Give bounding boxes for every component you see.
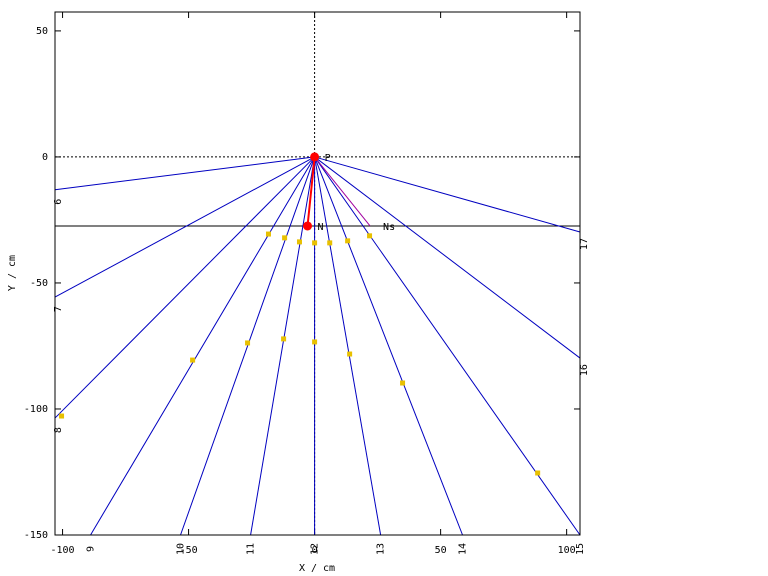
ray — [250, 156, 316, 536]
ray-label: 14 — [458, 543, 469, 555]
point — [312, 240, 318, 246]
y-tick-label: -150 — [24, 530, 48, 541]
x-tick-label: 100 — [558, 545, 576, 556]
ray — [54, 156, 315, 419]
ray — [314, 156, 581, 359]
marker-label: N — [318, 222, 324, 233]
x-axis-label: X / cm — [299, 563, 335, 574]
point — [327, 240, 333, 246]
ray-label: 7 — [53, 306, 64, 312]
point — [535, 470, 541, 476]
point — [345, 238, 351, 244]
ray — [314, 156, 382, 536]
point — [281, 336, 287, 342]
x-tick-label: 0 — [312, 545, 318, 556]
ray-label: 9 — [86, 546, 97, 552]
point — [312, 339, 318, 345]
ray-label: 13 — [376, 543, 387, 555]
point — [190, 357, 196, 363]
ray-label: 16 — [579, 364, 590, 376]
point — [296, 239, 302, 245]
ray-label: 10 — [176, 543, 187, 555]
ray-label: 12 — [310, 543, 321, 555]
y-tick-label: -100 — [24, 404, 48, 415]
marker — [310, 152, 320, 162]
point — [282, 235, 288, 241]
x-tick-label: 50 — [435, 545, 447, 556]
ray-label: 17 — [579, 238, 590, 250]
y-tick-label: 50 — [36, 26, 48, 37]
ray — [180, 156, 316, 536]
plot-frame — [54, 11, 581, 536]
ray-label: 6 — [53, 199, 64, 205]
point — [367, 233, 373, 239]
ray-label: 8 — [53, 427, 64, 433]
ray — [314, 156, 581, 536]
ray-label: 15 — [575, 543, 586, 555]
point — [245, 340, 251, 346]
ns-line — [314, 156, 371, 227]
point — [59, 413, 65, 419]
ray — [54, 156, 315, 191]
point — [347, 351, 353, 357]
ray — [314, 156, 581, 233]
y-tick-label: -50 — [30, 278, 48, 289]
ray — [54, 156, 315, 298]
marker-label: P — [325, 153, 331, 164]
marker-label: Ns — [383, 222, 395, 233]
marker — [303, 221, 313, 231]
point — [400, 380, 406, 386]
x-tick-label: -50 — [180, 545, 198, 556]
x-tick-label: -100 — [51, 545, 75, 556]
ray-label: 11 — [246, 543, 257, 555]
ray — [90, 156, 316, 536]
y-tick-label: 0 — [42, 152, 48, 163]
n-line — [306, 156, 316, 227]
ray — [314, 156, 464, 536]
point — [265, 231, 271, 237]
y-axis-label: Y / cm — [7, 255, 18, 291]
